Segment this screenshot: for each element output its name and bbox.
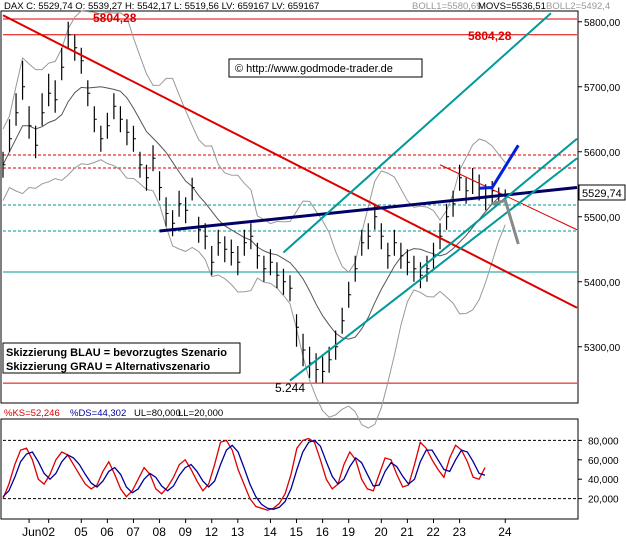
- xtick-label-19: 19: [342, 525, 356, 539]
- scenario-gray-sketch: [491, 198, 520, 245]
- xtick-label-07: 07: [126, 525, 140, 539]
- stoch-ks-label: %KS=52,246: [4, 408, 60, 419]
- xtick-label-16: 16: [316, 525, 330, 539]
- header-boll1: BOLL1=5580,69: [412, 1, 481, 12]
- stoch-ul-label: UL=80,000: [134, 408, 181, 419]
- xtick-label-20: 20: [374, 525, 388, 539]
- stoch-ytick-label-80: 80,000: [588, 436, 619, 447]
- header-quote: DAX C: 5529,74 O: 5539,27 H: 5542,17 L: …: [4, 1, 319, 12]
- legend-gray: Skizzierung GRAU = Alternativszenario: [6, 361, 210, 373]
- price-ytick-label-5300: 5300,00: [584, 343, 621, 354]
- xtick-label-22: 22: [427, 525, 441, 539]
- bollinger-upper: [2, 10, 506, 273]
- stoch-ds-label: %DS=44,302: [70, 408, 126, 419]
- xtick-label-Jun: Jun: [22, 525, 41, 539]
- last-price-box: [578, 184, 626, 201]
- trendline-red-0: [2, 14, 578, 309]
- trendline-red-1: [439, 164, 578, 231]
- low-label: 5.244: [275, 381, 305, 395]
- xtick-label-08: 08: [153, 525, 167, 539]
- axes: 5300,00 5400,00 5500,00 5600,00 5700,00 5800,…: [22, 18, 620, 539]
- price-plot: [2, 10, 578, 429]
- trendline-navy-2: [159, 186, 578, 233]
- legend-box: [2, 342, 241, 374]
- xtick-label-06: 06: [100, 525, 114, 539]
- legend-blue: Skizzierung BLAU = bevorzugtes Szenario: [6, 347, 227, 359]
- header-boll2: BOLL2=5492,4: [546, 1, 610, 12]
- trendline-teal-3: [282, 12, 552, 254]
- moving-average: [2, 86, 506, 340]
- stoch-ytick-label-40: 40,000: [588, 475, 619, 486]
- trendline-teal-4: [289, 157, 578, 382]
- bollinger-lower: [2, 159, 506, 429]
- stoch-ytick-label-20: 20,000: [588, 495, 619, 506]
- price-ytick-label-5500: 5500,00: [584, 213, 621, 224]
- xtick-label-23: 23: [453, 525, 467, 539]
- price-ytick-label-5800: 5800,00: [584, 18, 621, 29]
- xtick-label-12: 12: [205, 525, 219, 539]
- xtick-label-14: 14: [263, 525, 277, 539]
- price-ytick-label-5700: 5700,00: [584, 83, 621, 94]
- scenario-blue-sketch: [479, 144, 520, 190]
- top-level-label-right: 5804,28: [468, 29, 512, 43]
- stoch-series-ds: [2, 439, 486, 510]
- xtick-label-09: 09: [179, 525, 193, 539]
- xtick-label-13: 13: [231, 525, 245, 539]
- trendline-teal-5: [419, 137, 578, 270]
- stoch-panel-frame: [0, 418, 579, 520]
- stochastic-plot: [2, 437, 577, 511]
- xtick-label-15: 15: [290, 525, 304, 539]
- xtick-label-05: 05: [74, 525, 88, 539]
- watermark-box: [228, 58, 423, 78]
- xtick-label-02: 02: [42, 525, 56, 539]
- top-level-label-left: 5804,28: [93, 11, 137, 25]
- xtick-label-21: 21: [400, 525, 414, 539]
- price-ytick-label-5600: 5600,00: [584, 148, 621, 159]
- stoch-ytick-label-60: 60,000: [588, 456, 619, 467]
- stoch-series-ks: [2, 437, 486, 511]
- watermark-text: © http://www.godmode-trader.de: [235, 63, 393, 75]
- stoch-ll-label: LL=20,000: [178, 408, 223, 419]
- price-ytick-label-5400: 5400,00: [584, 278, 621, 289]
- last-price-label: 5529,74: [582, 188, 622, 200]
- xtick-label-24: 24: [498, 525, 512, 539]
- header-movs: MOVS=5536,51: [478, 1, 546, 12]
